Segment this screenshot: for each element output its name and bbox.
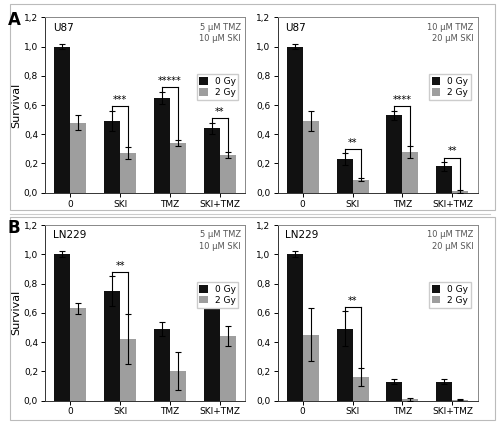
Bar xyxy=(286,47,302,193)
Bar xyxy=(402,399,418,401)
Text: ***: *** xyxy=(113,95,127,105)
Bar xyxy=(302,121,318,193)
Bar xyxy=(386,115,402,193)
Text: **: ** xyxy=(348,296,358,306)
Bar xyxy=(352,180,368,193)
Text: 5 μM TMZ
10 μM SKI: 5 μM TMZ 10 μM SKI xyxy=(200,23,241,43)
Text: **: ** xyxy=(215,107,224,117)
Bar xyxy=(154,329,170,401)
Text: ****: **** xyxy=(393,95,412,105)
Text: 5 μM TMZ
10 μM SKI: 5 μM TMZ 10 μM SKI xyxy=(200,230,241,251)
Text: **: ** xyxy=(116,261,125,271)
Bar xyxy=(70,308,86,401)
Text: LN229: LN229 xyxy=(286,230,319,240)
Bar xyxy=(336,329,352,401)
Bar xyxy=(386,381,402,401)
Text: B: B xyxy=(8,219,20,237)
Legend: 0 Gy, 2 Gy: 0 Gy, 2 Gy xyxy=(196,282,238,307)
Bar xyxy=(120,339,136,401)
Text: **: ** xyxy=(348,138,358,148)
Bar xyxy=(436,166,452,193)
Legend: 0 Gy, 2 Gy: 0 Gy, 2 Gy xyxy=(429,74,471,100)
Bar xyxy=(220,155,236,193)
Bar xyxy=(336,159,352,193)
Bar xyxy=(54,47,70,193)
Bar xyxy=(54,254,70,401)
Bar xyxy=(286,254,302,401)
Text: 10 μM TMZ
20 μM SKI: 10 μM TMZ 20 μM SKI xyxy=(427,230,474,251)
Bar xyxy=(402,152,418,193)
Bar xyxy=(170,143,186,193)
Text: U87: U87 xyxy=(53,23,74,32)
Bar xyxy=(204,128,220,193)
Bar xyxy=(204,294,220,401)
Bar xyxy=(154,98,170,193)
Bar xyxy=(302,335,318,401)
Bar xyxy=(452,400,468,401)
Text: *****: ***** xyxy=(158,76,182,86)
Bar xyxy=(452,191,468,193)
Legend: 0 Gy, 2 Gy: 0 Gy, 2 Gy xyxy=(429,282,471,307)
Bar xyxy=(120,153,136,193)
Y-axis label: Survival: Survival xyxy=(11,290,21,336)
Bar xyxy=(436,381,452,401)
Bar xyxy=(220,336,236,401)
Bar xyxy=(70,123,86,193)
Text: U87: U87 xyxy=(286,23,306,32)
Text: A: A xyxy=(8,11,20,29)
Bar xyxy=(170,371,186,401)
Y-axis label: Survival: Survival xyxy=(11,82,21,128)
Text: 10 μM TMZ
20 μM SKI: 10 μM TMZ 20 μM SKI xyxy=(427,23,474,43)
Bar xyxy=(104,291,120,401)
Text: LN229: LN229 xyxy=(53,230,86,240)
Bar xyxy=(104,121,120,193)
Text: **: ** xyxy=(448,146,457,156)
Bar xyxy=(352,377,368,401)
Legend: 0 Gy, 2 Gy: 0 Gy, 2 Gy xyxy=(196,74,238,100)
